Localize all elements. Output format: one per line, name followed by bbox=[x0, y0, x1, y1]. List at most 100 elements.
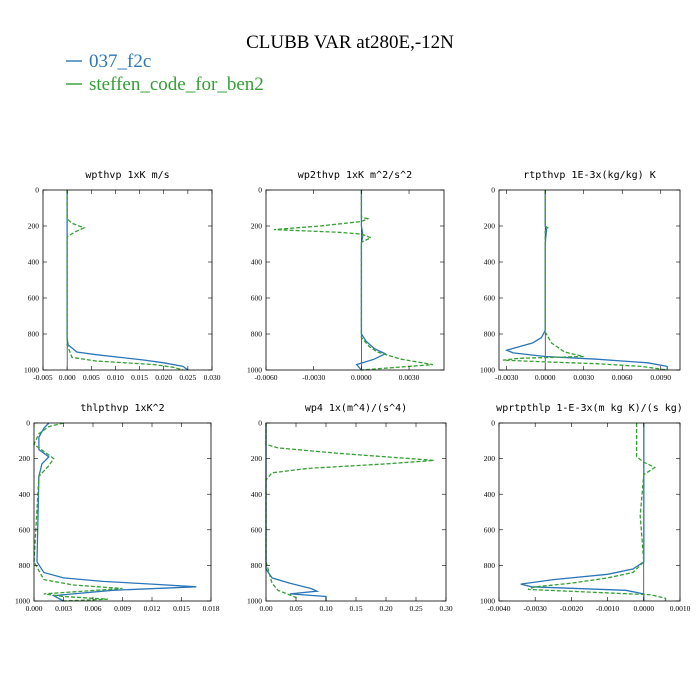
x-tick-label-4-2: 0.10 bbox=[319, 604, 332, 613]
x-tick-label-4-4: 0.20 bbox=[379, 604, 392, 613]
plot-frame-3 bbox=[33, 422, 212, 602]
y-tick-label-0-3: 600 bbox=[28, 294, 40, 303]
x-tick-label-3-1: 0.003 bbox=[55, 604, 72, 613]
x-tick-label-2-2: 0.0030 bbox=[573, 373, 594, 382]
x-tick-label-2-3: 0.0060 bbox=[612, 373, 633, 382]
y-tick-label-2-5: 1000 bbox=[480, 366, 495, 375]
x-tick-label-1-1: -0.0030 bbox=[302, 373, 325, 382]
series-line-1-1 bbox=[273, 190, 434, 371]
chart-panel-5: wprtpthlp 1-E-3x(m kg K)/(s kg)0 200 400 60… bbox=[480, 403, 691, 613]
y-tick-label-5-3: 600 bbox=[484, 525, 496, 534]
x-tick-label-0-5: 0.020 bbox=[155, 373, 172, 382]
plot-frame-2 bbox=[498, 189, 681, 371]
chart-panel-1: wp2thvp 1xK m^2/s^202004006008001000-0.0… bbox=[247, 170, 445, 382]
y-tick-label-1-0: 0 bbox=[258, 186, 262, 195]
chart-panel-0: wpthvp 1xK m/s 0 200 400 600 800 1000-0.005 0.0… bbox=[24, 170, 221, 382]
y-tick-label-3-2: 400 bbox=[19, 490, 31, 499]
y-tick-label-4-1: 200 bbox=[251, 454, 263, 463]
x-tick-label-2-4: 0.0090 bbox=[650, 373, 671, 382]
x-tick-label-4-3: 0.15 bbox=[349, 604, 362, 613]
x-tick-label-1-2: 0.0000 bbox=[351, 373, 372, 382]
y-tick-label-1-2: 400 bbox=[251, 258, 263, 267]
x-tick-label-3-0: 0.000 bbox=[26, 604, 43, 613]
y-tick-label-5-0: 0 bbox=[491, 419, 495, 428]
plot-frame-0 bbox=[42, 189, 213, 371]
y-tick-label-2-1: 200 bbox=[484, 222, 496, 231]
x-tick-label-1-3: 0.0030 bbox=[399, 373, 420, 382]
x-tick-label-0-2: 0.005 bbox=[83, 373, 100, 382]
chart-panel-2: rtpthvp 1E-3x(kg/kg) K 0 200 400 600 800 1000-… bbox=[480, 170, 681, 382]
x-tick-label-0-0: -0.005 bbox=[33, 373, 53, 382]
series-line-0-0 bbox=[66, 190, 189, 371]
y-tick-label-1-5: 1000 bbox=[247, 366, 262, 375]
series-line-4-1 bbox=[265, 423, 435, 601]
x-tick-label-5-1: -0.0030 bbox=[524, 604, 547, 613]
y-tick-label-0-0: 0 bbox=[35, 186, 39, 195]
series-line-5-0 bbox=[520, 423, 645, 601]
chart-title-1: wp2thvp 1xK m^2/s^2 bbox=[298, 170, 412, 181]
y-tick-label-3-3: 600 bbox=[19, 525, 31, 534]
y-tick-label-4-3: 600 bbox=[251, 525, 263, 534]
chart-title-5: wprtpthlp 1-E-3x(m kg K)/(s kg) bbox=[496, 403, 683, 414]
y-tick-label-0-5: 1000 bbox=[24, 366, 39, 375]
x-tick-label-4-1: 0.05 bbox=[289, 604, 302, 613]
y-tick-label-2-3: 600 bbox=[484, 294, 496, 303]
legend-label-0: 037_f2c bbox=[89, 51, 151, 72]
x-tick-label-5-4: 0.0000 bbox=[633, 604, 654, 613]
x-tick-label-0-4: 0.015 bbox=[131, 373, 148, 382]
y-tick-label-4-5: 1000 bbox=[247, 597, 262, 606]
x-tick-label-3-4: 0.012 bbox=[144, 604, 161, 613]
y-tick-label-4-2: 400 bbox=[251, 490, 263, 499]
series-line-4-0 bbox=[265, 423, 327, 601]
y-tick-label-5-2: 400 bbox=[484, 490, 496, 499]
y-tick-label-1-3: 600 bbox=[251, 294, 263, 303]
x-tick-label-3-5: 0.015 bbox=[173, 604, 190, 613]
y-tick-label-0-1: 200 bbox=[28, 222, 40, 231]
x-tick-label-5-2: -0.0020 bbox=[560, 604, 583, 613]
legend: 037_f2c steffen_code_for_ben2 bbox=[66, 51, 264, 95]
y-tick-label-4-0: 0 bbox=[258, 419, 262, 428]
series-line-2-1 bbox=[502, 190, 668, 371]
series-line-2-0 bbox=[504, 190, 668, 370]
figure-title: CLUBB VAR at280E,-12N bbox=[246, 32, 454, 53]
x-tick-label-4-5: 0.25 bbox=[409, 604, 422, 613]
x-tick-label-2-1: 0.0000 bbox=[535, 373, 556, 382]
legend-label-1: steffen_code_for_ben2 bbox=[89, 74, 264, 95]
y-tick-label-2-0: 0 bbox=[491, 186, 495, 195]
x-tick-label-5-0: -0.0040 bbox=[487, 604, 510, 613]
x-tick-label-0-1: 0.000 bbox=[59, 373, 76, 382]
x-tick-label-3-6: 0.018 bbox=[203, 604, 220, 613]
series-line-1-0 bbox=[355, 190, 387, 371]
x-tick-label-3-2: 0.006 bbox=[85, 604, 102, 613]
series-line-3-1 bbox=[33, 422, 123, 602]
series-line-3-0 bbox=[36, 422, 197, 602]
series-line-5-1 bbox=[527, 423, 667, 601]
y-tick-label-5-1: 200 bbox=[484, 454, 496, 463]
x-tick-label-4-6: 0.30 bbox=[439, 604, 452, 613]
x-tick-label-5-3: -0.0010 bbox=[596, 604, 619, 613]
x-tick-label-5-5: 0.0010 bbox=[670, 604, 691, 613]
plot-frame-1 bbox=[265, 189, 445, 371]
y-tick-label-2-4: 800 bbox=[484, 330, 496, 339]
y-tick-label-5-4: 800 bbox=[484, 561, 496, 570]
x-tick-label-1-0: -0.0060 bbox=[254, 373, 277, 382]
y-tick-label-2-2: 400 bbox=[484, 258, 496, 267]
chart-title-0: wpthvp 1xK m/s bbox=[85, 170, 169, 181]
y-tick-label-3-4: 800 bbox=[19, 561, 31, 570]
x-tick-label-2-0: -0.0030 bbox=[495, 373, 518, 382]
series-line-0-1 bbox=[66, 190, 184, 371]
y-tick-label-0-4: 800 bbox=[28, 330, 40, 339]
y-tick-label-3-5: 1000 bbox=[15, 597, 30, 606]
y-tick-label-1-1: 200 bbox=[251, 222, 263, 231]
chart-title-3: thlpthvp 1xK^2 bbox=[80, 403, 164, 414]
x-tick-label-4-0: 0.00 bbox=[259, 604, 272, 613]
plot-frame-5 bbox=[498, 422, 681, 602]
y-tick-label-3-0: 0 bbox=[26, 419, 30, 428]
x-tick-label-0-6: 0.025 bbox=[179, 373, 196, 382]
chart-title-4: wp4 1x(m^4)/(s^4) bbox=[305, 403, 407, 414]
y-tick-label-4-4: 800 bbox=[251, 561, 263, 570]
